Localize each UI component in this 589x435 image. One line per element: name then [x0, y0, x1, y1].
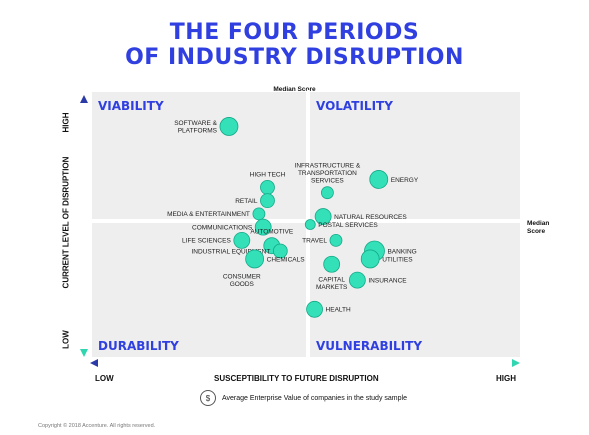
industry-bubble	[233, 231, 251, 249]
industry-label: CAPITAL MARKETS	[316, 276, 348, 291]
industry-label-line: UTILITIES	[382, 256, 413, 263]
industry-label: UTILITIES	[382, 256, 413, 263]
industry-label-line: SERVICES	[311, 178, 344, 185]
industry-label: AUTOMOTIVE	[250, 229, 294, 236]
industry-label-line: INDUSTRIAL EQUIPMENT	[191, 248, 270, 255]
copyright: Copyright © 2018 Accenture. All rights r…	[38, 423, 156, 429]
industry-label-line: TRAVEL	[302, 238, 327, 245]
quadrant-label: VIABILITY	[98, 99, 164, 113]
industry-label: CONSUMER GOODS	[223, 274, 261, 289]
industry-bubble	[254, 218, 272, 236]
industry-bubble	[329, 233, 343, 247]
quadrant-bg-volatility	[310, 92, 520, 219]
legend: $ Average Enterprise Value of companies …	[200, 390, 407, 406]
y-axis-title: CURRENT LEVEL OF DISRUPTION	[61, 156, 71, 289]
x-axis-arrowhead-left	[90, 359, 98, 367]
industry-label-line: HEALTH	[326, 307, 351, 314]
industry-label: INFRASTRUCTURE & TRANSPORTATION SERVICES	[295, 163, 361, 185]
industry-bubble	[260, 193, 275, 209]
industry-label-line: MARKETS	[316, 284, 348, 291]
industry-bubble	[219, 117, 239, 136]
industry-label: CHEMICALS	[267, 256, 306, 263]
industry-label-line: CHEMICALS	[267, 256, 306, 263]
industry-label-line: CONSUMER	[223, 274, 261, 281]
x-axis-high-label: HIGH	[496, 374, 516, 383]
chart-title-line1: THE FOUR PERIODS	[169, 20, 420, 45]
industry-bubble	[260, 179, 275, 195]
industry-bubble	[369, 170, 389, 189]
quadrant-bg-vulnerability	[310, 223, 520, 357]
industry-label-line: GOODS	[230, 281, 255, 288]
industry-label-line: MEDIA & ENTERTAINMENT	[167, 211, 250, 218]
quadrant-label: VULNERABILITY	[316, 339, 422, 353]
quadrant-label: DURABILITY	[98, 339, 179, 353]
industry-label: POSTAL SERVICES	[318, 222, 378, 229]
industry-bubble	[272, 243, 288, 259]
industry-label: HEALTH	[326, 307, 351, 314]
industry-bubble	[252, 207, 266, 221]
industry-label-line: AUTOMOTIVE	[250, 229, 294, 236]
median-right-line1: Median	[527, 220, 550, 227]
y-axis-low-label: LOW	[61, 330, 71, 349]
industry-label-line: TRANSPORTATION	[298, 170, 357, 177]
industry-bubble	[348, 271, 366, 289]
median-score-right-label: Median Score	[527, 220, 549, 236]
industry-label-line: INSURANCE	[368, 277, 407, 284]
median-score-top-label: Median Score	[273, 86, 316, 93]
industry-label: INSURANCE	[368, 277, 407, 284]
industry-label-line: NATURAL RESOURCES	[334, 214, 407, 221]
industry-label-line: CAPITAL	[318, 276, 345, 283]
industry-label-line: SOFTWARE &	[174, 120, 217, 127]
industry-label-line: ENERGY	[391, 177, 419, 184]
median-right-line2: Score	[527, 228, 546, 235]
legend-text: Average Enterprise Value of companies in…	[222, 394, 407, 402]
industry-label: COMMUNICATIONS	[192, 224, 253, 231]
y-axis-arrowhead-top	[80, 95, 88, 103]
industry-bubble	[306, 300, 323, 318]
industry-bubble	[304, 219, 316, 230]
industry-label-line: BANKING	[387, 248, 416, 255]
industry-label: TRAVEL	[302, 238, 327, 245]
chart-title-line2: OF INDUSTRY DISRUPTION	[125, 45, 464, 70]
industry-label: HIGH TECH	[250, 171, 286, 178]
x-axis-low-label: LOW	[95, 374, 114, 383]
industry-label: ENERGY	[391, 177, 419, 184]
x-axis-title: SUSCEPTIBILITY TO FUTURE DISRUPTION	[214, 374, 379, 383]
industry-label: SOFTWARE & PLATFORMS	[174, 120, 217, 135]
industry-label: RETAIL	[235, 198, 258, 205]
industry-label-line: RETAIL	[235, 198, 258, 205]
industry-label: INDUSTRIAL EQUIPMENT	[191, 248, 270, 255]
industry-label-line: POSTAL SERVICES	[318, 222, 378, 229]
industry-bubble	[323, 255, 341, 273]
industry-label-line: PLATFORMS	[178, 128, 218, 135]
industry-bubble	[360, 249, 380, 269]
x-axis-arrowhead-right	[512, 359, 520, 367]
quadrant-label: VOLATILITY	[316, 99, 393, 113]
industry-bubble	[314, 208, 332, 225]
industry-label-line: INFRASTRUCTURE &	[295, 163, 361, 170]
y-axis-arrowhead-bottom	[80, 349, 88, 357]
industry-label-line: LIFE SCIENCES	[182, 238, 231, 245]
industry-label: MEDIA & ENTERTAINMENT	[167, 211, 250, 218]
industry-label: NATURAL RESOURCES	[334, 214, 407, 221]
industry-label: BANKING	[387, 248, 416, 255]
industry-bubble	[320, 186, 334, 200]
industry-bubble	[245, 249, 265, 269]
industry-label: LIFE SCIENCES	[182, 238, 231, 245]
industry-label-line: HIGH TECH	[250, 171, 286, 178]
industry-label-line: COMMUNICATIONS	[192, 224, 253, 231]
money-bag-icon: $	[200, 390, 216, 406]
